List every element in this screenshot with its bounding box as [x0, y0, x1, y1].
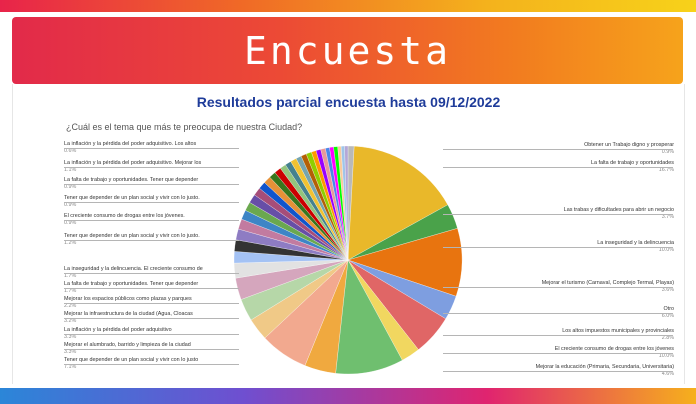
legend-label: Otro 6.0% — [662, 306, 674, 319]
legend-label-percent: 3.2% — [64, 317, 77, 324]
legend-label-percent: 10.0% — [658, 352, 674, 359]
legend-label: Mejorar el alumbrado, barrido y limpieza… — [64, 342, 191, 355]
leader-line — [64, 184, 239, 185]
legend-label-percent: 0.9% — [64, 183, 77, 190]
leader-line — [64, 220, 239, 221]
legend-label: La inflación y la pérdida del poder adqu… — [64, 160, 201, 173]
header-banner: Encuesta — [12, 17, 683, 84]
legend-label-text: Otro — [663, 306, 674, 312]
leader-line — [443, 214, 673, 215]
legend-label-percent: 3.3% — [64, 333, 77, 340]
legend-label-text: Las trabas y dificultades para abrir un … — [563, 207, 674, 213]
legend-label-percent: 7.1% — [64, 363, 77, 370]
leader-line — [443, 371, 673, 372]
banner-title: Encuesta — [243, 28, 452, 73]
legend-label-text: La inflación y la pérdida del poder adqu… — [64, 141, 197, 147]
legend-label-percent: 3.6% — [661, 286, 674, 293]
leader-line — [64, 148, 239, 149]
legend-label-text: La inflación y la pérdida del poder adqu… — [64, 160, 202, 166]
legend-label-text: La falta de trabajo y oportunidades. Ten… — [64, 281, 199, 287]
leader-line — [64, 240, 239, 241]
legend-label: Tener que depender de un plan social y v… — [64, 233, 200, 246]
legend-label-percent: 2.8% — [661, 334, 674, 341]
legend-label-text: La inseguridad y la delincuencia — [597, 240, 674, 246]
legend-label: Tener que depender de un plan social y v… — [64, 195, 200, 208]
legend-label: La falta de trabajo y oportunidades. Ten… — [64, 281, 198, 294]
leader-line — [64, 167, 239, 168]
legend-label-text: Tener que depender de un plan social y v… — [64, 233, 200, 239]
leader-line — [64, 349, 239, 350]
legend-label-percent: 6.0% — [661, 312, 674, 319]
leader-line — [443, 149, 673, 150]
legend-label-percent: 3.3% — [64, 348, 77, 355]
legend-label-text: Mejorar la educación (Primaria, Secundar… — [535, 364, 674, 370]
legend-label-text: La falta de trabajo y oportunidades — [590, 160, 674, 166]
bottom-accent-bar — [0, 388, 696, 404]
legend-label-percent: 0.9% — [64, 201, 77, 208]
legend-label: La inseguridad y la delincuencia 10.0% — [597, 240, 674, 253]
leader-line — [443, 167, 673, 168]
leader-line — [443, 247, 673, 248]
legend-label-text: Mejorar la infraestructura de la ciudad … — [64, 311, 193, 317]
legend-label-text: Mejorar los espacios públicos como plaza… — [64, 296, 192, 302]
legend-label-text: Tener que depender de un plan social y v… — [64, 195, 200, 201]
legend-label-percent: 0.6% — [64, 147, 77, 154]
leader-line — [64, 334, 239, 335]
legend-label: El creciente consumo de drogas entre los… — [555, 346, 674, 359]
leader-line — [64, 318, 239, 319]
legend-label: Las trabas y dificultades para abrir un … — [564, 207, 674, 220]
pie-chart — [233, 145, 463, 375]
leader-line — [64, 364, 239, 365]
chart-title: Resultados parcial encuesta hasta 09/12/… — [196, 94, 501, 110]
legend-label-text: El creciente consumo de drogas entre los… — [64, 213, 185, 219]
legend-label-percent: 10.0% — [658, 246, 674, 253]
leader-line — [443, 353, 673, 354]
leader-line — [64, 273, 239, 274]
legend-label-percent: 3.7% — [661, 213, 674, 220]
legend-label-text: Mejorar el turismo (Carnaval, Complejo T… — [541, 280, 674, 286]
legend-label: El creciente consumo de drogas entre los… — [64, 213, 185, 226]
legend-label: Mejorar la infraestructura de la ciudad … — [64, 311, 193, 324]
legend-label-text: La inseguridad y la delincuencia. El cre… — [64, 266, 203, 272]
leader-line — [443, 335, 673, 336]
legend-label-text: Mejorar el alumbrado, barrido y limpieza… — [64, 342, 191, 348]
legend-label: Obtener un Trabajo digno y prosperar 0.9% — [584, 142, 674, 155]
legend-label: Los altos impuestos municipales y provin… — [562, 328, 674, 341]
legend-label: La inflación y la pérdida del poder adqu… — [64, 141, 196, 154]
legend-label: Mejorar los espacios públicos como plaza… — [64, 296, 192, 309]
leader-line — [64, 288, 239, 289]
legend-label-percent: 1.7% — [64, 272, 77, 279]
legend-label-text: Obtener un Trabajo digno y prosperar — [584, 142, 674, 148]
leader-line — [64, 202, 239, 203]
pie-slice — [344, 145, 349, 261]
legend-label: La falta de trabajo y oportunidades 16.7% — [591, 160, 674, 173]
top-accent-bar — [0, 0, 696, 12]
legend-label: La inflación y la pérdida del poder adqu… — [64, 327, 172, 340]
legend-label-text: El creciente consumo de drogas entre los… — [554, 346, 674, 352]
legend-label-text: La falta de trabajo y oportunidades. Ten… — [64, 177, 199, 183]
legend-label-percent: 2.2% — [64, 302, 77, 309]
legend-label-percent: 1.1% — [64, 166, 77, 173]
leader-line — [64, 303, 239, 304]
legend-label-text: Tener que depender de un plan social y v… — [64, 357, 199, 363]
legend-label-percent: 16.7% — [658, 166, 674, 173]
chart-card: Resultados parcial encuesta hasta 09/12/… — [12, 84, 685, 384]
legend-label: Tener que depender de un plan social y v… — [64, 357, 198, 370]
legend-label-percent: 1.2% — [64, 239, 77, 246]
legend-label: Mejorar el turismo (Carnaval, Complejo T… — [542, 280, 674, 293]
legend-label-percent: 0.9% — [661, 148, 674, 155]
pie-slice — [347, 146, 448, 261]
legend-label: La falta de trabajo y oportunidades. Ten… — [64, 177, 198, 190]
leader-line — [443, 287, 673, 288]
legend-label-percent: 4.6% — [661, 370, 674, 377]
legend-label-percent: 0.9% — [64, 219, 77, 226]
legend-label-text: Los altos impuestos municipales y provin… — [562, 328, 674, 334]
legend-label-text: La inflación y la pérdida del poder adqu… — [64, 327, 172, 333]
legend-label: La inseguridad y la delincuencia. El cre… — [64, 266, 203, 279]
leader-line — [443, 313, 673, 314]
chart-subtitle: ¿Cuál es el tema que más te preocupa de … — [66, 122, 303, 132]
legend-label: Mejorar la educación (Primaria, Secundar… — [536, 364, 674, 377]
legend-label-percent: 1.7% — [64, 287, 77, 294]
